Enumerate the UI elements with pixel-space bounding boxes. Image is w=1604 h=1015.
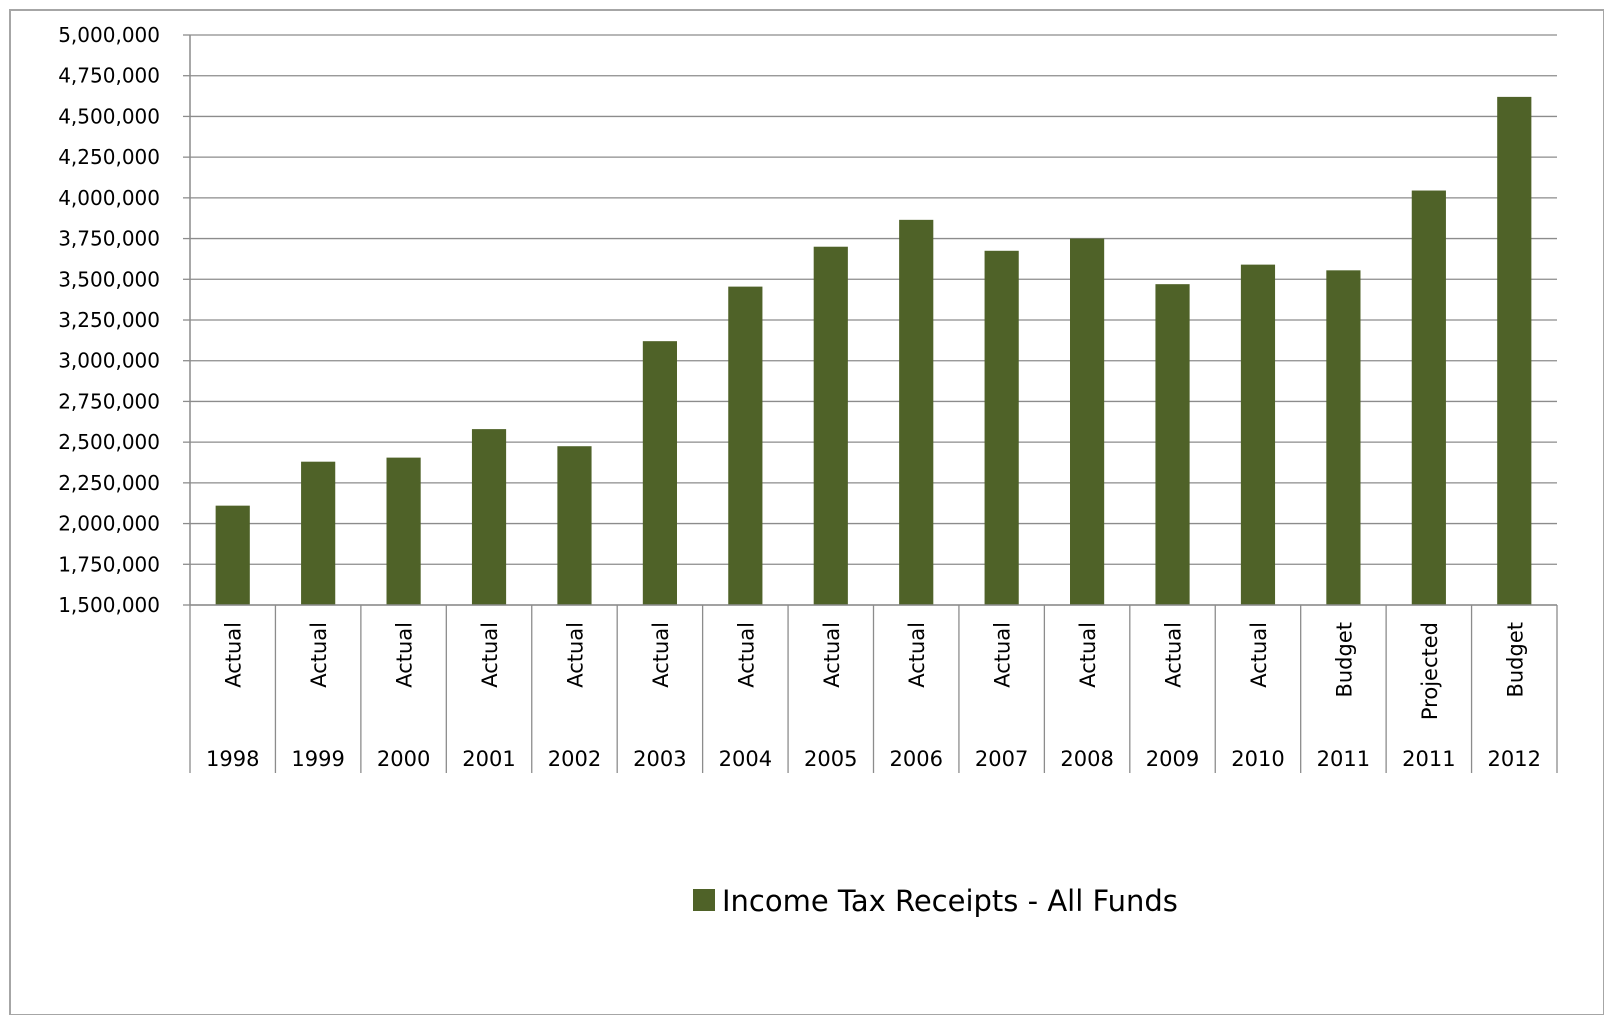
x-category-labels: Actual 1998 Actual 1999 Actual 2000 Actual 2001… — [206, 622, 1541, 771]
x-status-label: Budget — [1503, 622, 1527, 698]
y-tick-label: 2,000,000 — [58, 512, 160, 536]
x-year-label: 2003 — [633, 747, 686, 771]
bar — [899, 219, 934, 606]
bar — [471, 429, 507, 605]
x-year-label: 2010 — [1231, 747, 1284, 771]
x-status-label: Actual — [563, 622, 587, 688]
x-status-label: Actual — [1247, 622, 1271, 688]
axes — [189, 35, 1558, 773]
y-tick-label: 2,500,000 — [58, 430, 160, 454]
bars — [215, 96, 1532, 606]
y-tick-label: 4,500,000 — [58, 104, 160, 128]
x-status-label: Actual — [1076, 622, 1100, 688]
x-status-label: Actual — [393, 622, 417, 688]
x-year-label: 2009 — [1146, 747, 1199, 771]
x-year-label: 2001 — [462, 747, 515, 771]
bar — [386, 457, 421, 605]
bar — [1326, 270, 1361, 605]
x-year-label: 2012 — [1488, 747, 1541, 771]
x-status-label: Actual — [734, 622, 758, 688]
y-tick-label: 2,750,000 — [58, 389, 160, 413]
bar — [1411, 190, 1446, 605]
x-status-label: Actual — [1162, 622, 1186, 688]
x-year-label: 2011 — [1402, 747, 1455, 771]
x-year-label: 2011 — [1317, 747, 1370, 771]
x-year-label: 2006 — [889, 747, 942, 771]
x-status-label: Actual — [222, 622, 246, 688]
y-tick-label: 4,750,000 — [58, 64, 160, 88]
y-tick-label: 3,000,000 — [58, 349, 160, 373]
bar — [557, 446, 592, 605]
x-status-label: Projected — [1418, 622, 1442, 720]
bar — [1240, 264, 1276, 605]
y-tick-label: 4,250,000 — [58, 145, 160, 169]
x-status-label: Actual — [649, 622, 673, 688]
x-status-label: Actual — [820, 622, 844, 688]
bar — [301, 461, 336, 605]
y-tick-label: 3,250,000 — [58, 308, 160, 332]
y-tick-label: 3,500,000 — [58, 267, 160, 291]
legend-label: Income Tax Receipts - All Funds — [722, 884, 1178, 918]
y-tick-label: 4,000,000 — [58, 186, 160, 210]
y-tick-labels: 1,500,000 1,750,000 2,000,000 2,250,000 2,50… — [58, 23, 160, 617]
bar — [215, 505, 250, 605]
bar — [1155, 284, 1190, 605]
bar — [1497, 96, 1532, 605]
y-tick-label: 5,000,000 — [58, 23, 160, 47]
x-status-label: Actual — [991, 622, 1015, 688]
bar — [984, 250, 1019, 606]
x-year-label: 1999 — [291, 747, 344, 771]
bar — [1070, 238, 1105, 606]
bar — [728, 286, 763, 605]
y-tick-label: 1,500,000 — [58, 593, 160, 617]
x-year-label: 2005 — [804, 747, 857, 771]
y-tick-label: 3,750,000 — [58, 227, 160, 251]
bar — [813, 246, 848, 605]
y-tick-label: 1,750,000 — [58, 552, 160, 576]
legend: Income Tax Receipts - All Funds — [693, 884, 1178, 918]
x-year-label: 1998 — [206, 747, 259, 771]
x-status-label: Budget — [1332, 622, 1356, 698]
x-year-label: 2002 — [548, 747, 601, 771]
x-status-label: Actual — [905, 622, 929, 688]
x-year-label: 2007 — [975, 747, 1028, 771]
legend-swatch — [693, 889, 715, 911]
x-year-label: 2008 — [1060, 747, 1113, 771]
x-status-label: Actual — [478, 622, 502, 688]
x-status-label: Actual — [307, 622, 331, 688]
y-tick-label: 2,250,000 — [58, 471, 160, 495]
bar — [642, 341, 677, 605]
x-year-label: 2004 — [719, 747, 772, 771]
x-year-label: 2000 — [377, 747, 430, 771]
